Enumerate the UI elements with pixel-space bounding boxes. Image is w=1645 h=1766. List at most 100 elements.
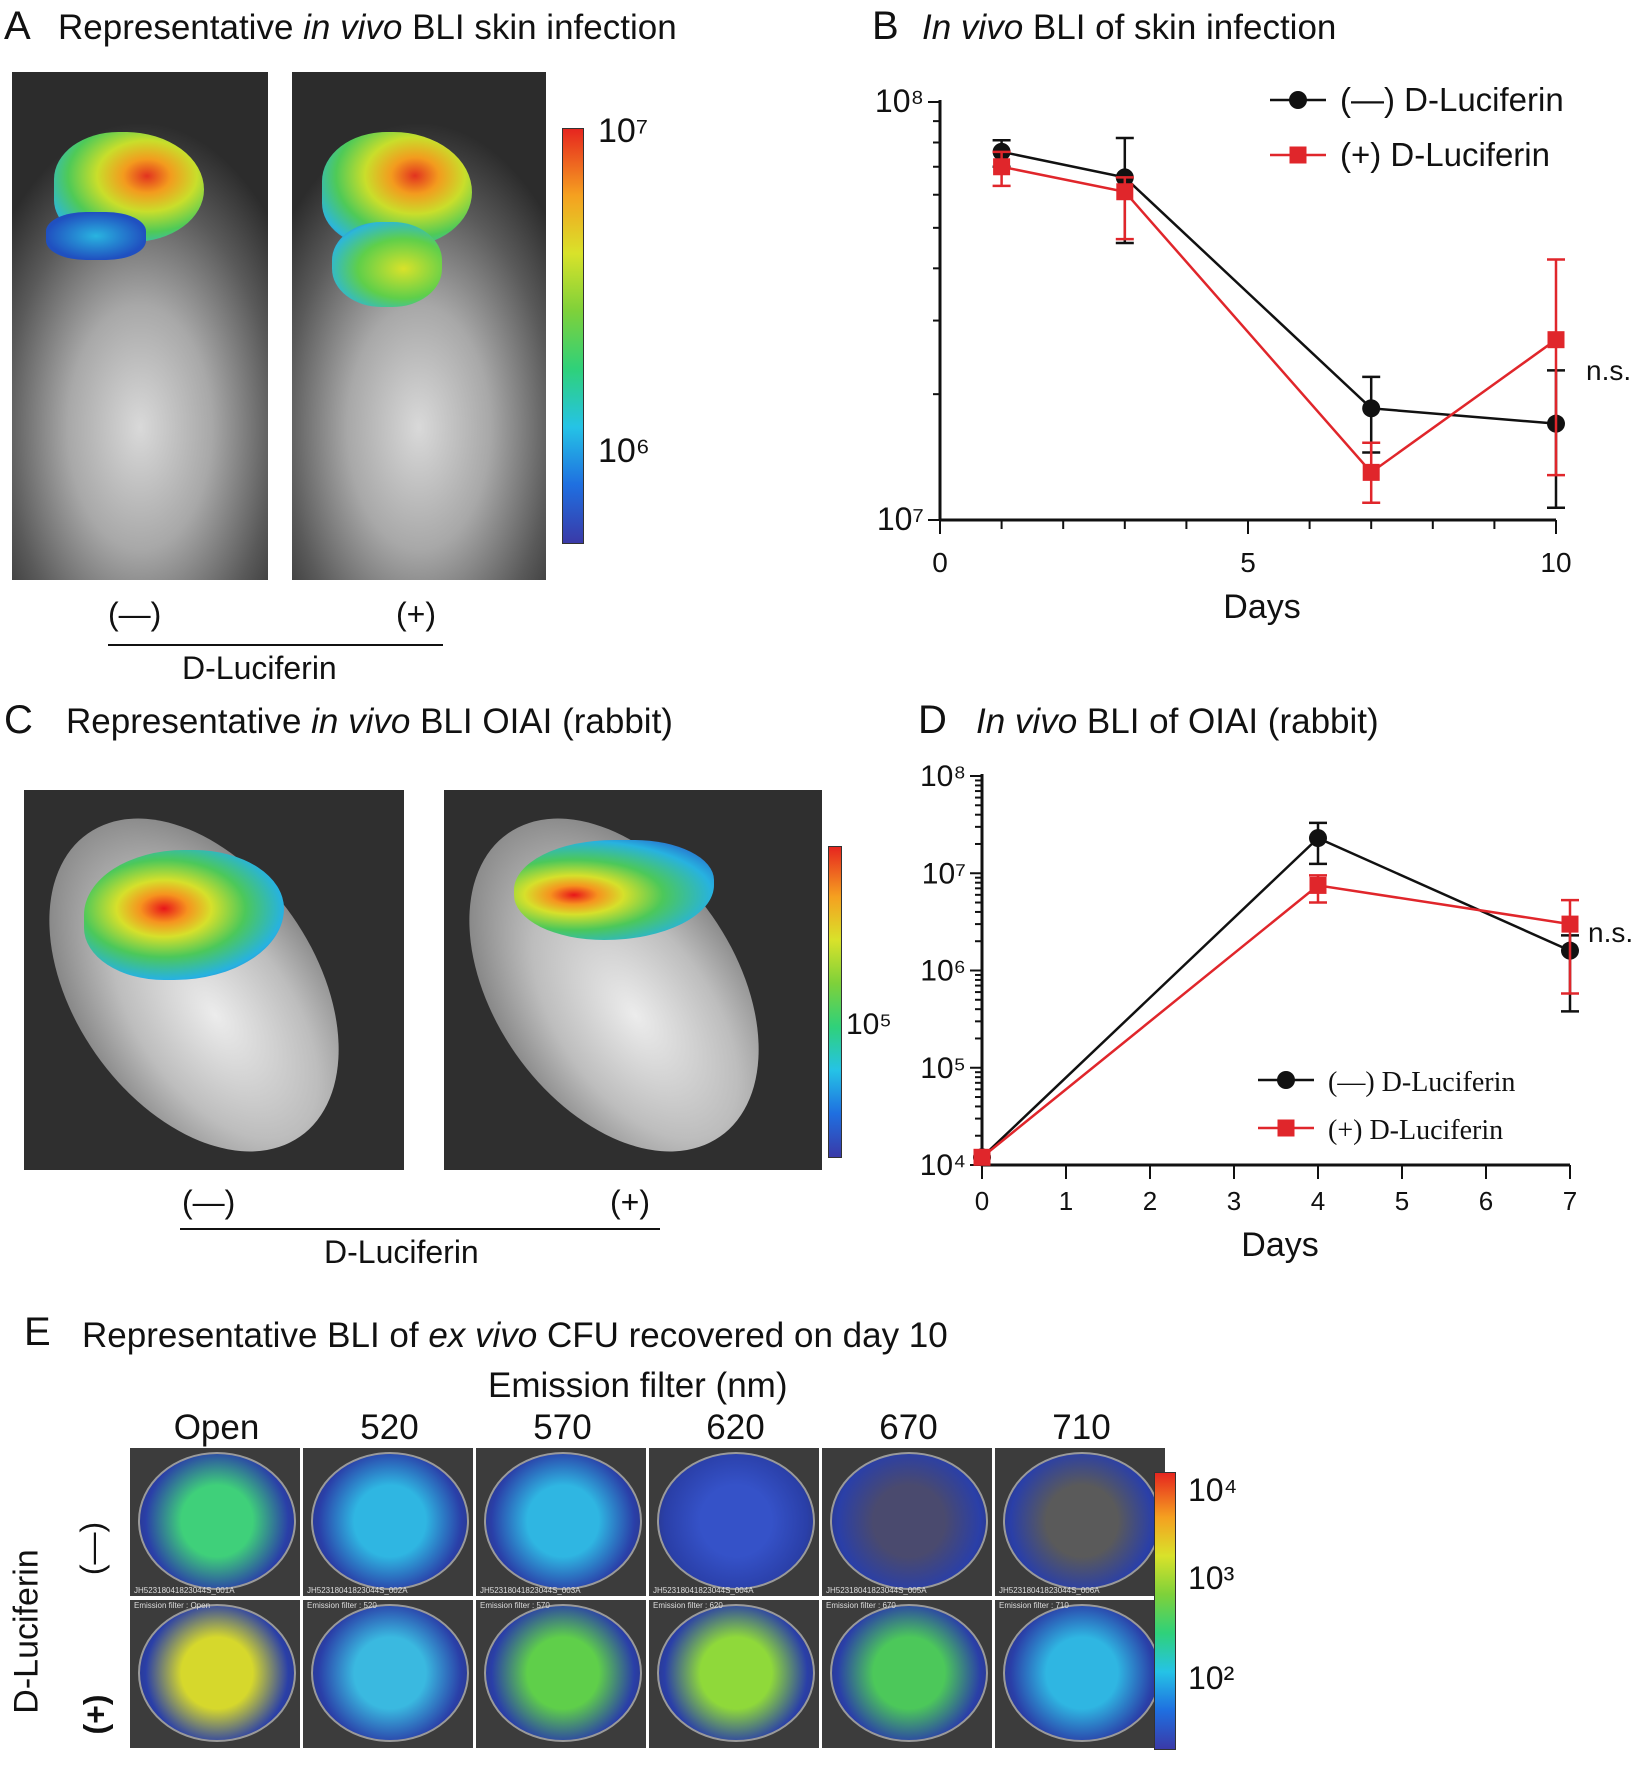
- chart-d-xtick-label: 6: [1479, 1186, 1493, 1216]
- bli-signal-minus-lower: [46, 212, 146, 260]
- group-a-plus-label: (+): [396, 596, 436, 632]
- plate-id-caption: JH52318041823044S_006A: [999, 1586, 1100, 1595]
- filter-header: 520: [360, 1408, 419, 1447]
- panel-e-title-post: CFU recovered on day 10: [537, 1316, 948, 1355]
- group-c-minus-label: (—): [182, 1184, 236, 1220]
- chart-d-annotation: n.s.: [1588, 917, 1633, 948]
- chart-b-series-1-point: [1547, 331, 1565, 349]
- chart-b-legend-1-marker: [1289, 146, 1307, 164]
- panel-b-title: In vivo BLI of skin infection: [922, 8, 1336, 48]
- plate-plus: Emission filter : 620: [649, 1600, 819, 1748]
- chart-b-xlabel: Days: [1223, 588, 1300, 626]
- rabbit-image-plus: [444, 790, 822, 1170]
- chart-d-xtick-label: 1: [1059, 1186, 1073, 1216]
- chart-d-legend-1-label: (+) D-Luciferin: [1328, 1115, 1503, 1146]
- petri-dish: [311, 1452, 469, 1590]
- panel-a-letter: A: [4, 4, 31, 48]
- colorbar-c-tick: 10⁵: [846, 1008, 892, 1041]
- filter-header: 670: [879, 1408, 938, 1447]
- plate-id-caption: JH52318041823044S_005A: [826, 1586, 927, 1595]
- row-group-label: D-Luciferin: [8, 1520, 48, 1740]
- panel-d-title-italic: In vivo: [976, 702, 1078, 741]
- chart-d-xtick-label: 7: [1563, 1186, 1577, 1216]
- plate-filter-caption: Emission filter : 670: [826, 1601, 896, 1610]
- group-a-bracket: [108, 644, 443, 646]
- petri-dish: [830, 1604, 988, 1742]
- panel-c-title-post: BLI OIAI (rabbit): [410, 702, 673, 741]
- group-a-title: D-Luciferin: [182, 650, 337, 686]
- group-c-plus-label: (+): [610, 1184, 650, 1220]
- chart-b-series-1-point: [1116, 183, 1134, 201]
- bli-signal-plus-lower: [332, 222, 442, 307]
- colorbar-e-tick-3: 10²: [1188, 1660, 1235, 1696]
- chart-b-series-1-point: [993, 158, 1011, 176]
- chart-b-xtick-label: 0: [932, 547, 948, 578]
- panel-b-title-italic: In vivo: [922, 8, 1024, 47]
- panel-a-title-pre: Representative: [58, 8, 304, 47]
- colorbar-a-tick-mid: 10⁶: [598, 432, 650, 470]
- plate-filter-caption: Emission filter : Open: [134, 1601, 211, 1610]
- chart-d-xlabel: Days: [1241, 1226, 1318, 1264]
- plate-minus: JH52318041823044S_006A: [995, 1448, 1165, 1596]
- panel-d-letter: D: [918, 698, 947, 742]
- petri-dish: [657, 1604, 815, 1742]
- petri-dish: [138, 1452, 296, 1590]
- chart-d-series-0-point: [1309, 829, 1327, 848]
- panel-e-title-italic: ex vivo: [428, 1316, 538, 1355]
- plate-minus: JH52318041823044S_001A: [130, 1448, 300, 1596]
- plate-id-caption: JH52318041823044S_003A: [480, 1586, 581, 1595]
- panel-c-letter: C: [4, 698, 33, 742]
- colorbar-a: [562, 128, 584, 544]
- panel-b-letter: B: [872, 4, 899, 48]
- chart-d-xtick-label: 4: [1311, 1186, 1325, 1216]
- chart-d-ytick-label: 10⁶: [920, 955, 966, 988]
- chart-b-series-0-point: [1362, 399, 1381, 418]
- row-group-text: D-Luciferin: [7, 1549, 46, 1714]
- chart-b-series-0-line: [1001, 150, 1557, 425]
- chart-b-annotation: n.s.: [1586, 355, 1631, 386]
- plate-plus: Emission filter : 710: [995, 1600, 1165, 1748]
- panel-e-title-pre: Representative BLI of: [82, 1316, 429, 1355]
- plate-id-caption: JH52318041823044S_002A: [307, 1586, 408, 1595]
- panel-c-title-italic: in vivo: [311, 702, 411, 741]
- group-c-title: D-Luciferin: [324, 1234, 479, 1270]
- mouse-image-plus: [292, 72, 546, 580]
- group-a-minus-label: (—): [108, 596, 162, 632]
- panel-c-title-pre: Representative: [66, 702, 312, 741]
- bli-signal-rabbit-plus: [514, 840, 714, 940]
- filter-header: Open: [173, 1408, 260, 1447]
- colorbar-c: [828, 846, 842, 1158]
- panel-a-title-italic: in vivo: [303, 8, 403, 47]
- plate-minus: JH52318041823044S_005A: [822, 1448, 992, 1596]
- panel-a-title: Representative in vivo BLI skin infectio…: [58, 8, 677, 48]
- panel-a-title-post: BLI skin infection: [402, 8, 677, 47]
- chart-d-legend-0-marker: [1277, 1071, 1295, 1089]
- emission-filter-title: Emission filter (nm): [488, 1366, 788, 1405]
- chart-d-xtick-label: 3: [1227, 1186, 1241, 1216]
- chart-d-ytick-label: 10⁸: [920, 760, 966, 793]
- chart-b-legend-0-marker: [1289, 91, 1307, 109]
- petri-dish: [657, 1452, 815, 1590]
- plate-plus: Emission filter : 570: [476, 1600, 646, 1748]
- group-c-bracket: [180, 1228, 660, 1230]
- chart-d-ytick-label: 10⁴: [920, 1149, 966, 1182]
- plate-id-caption: JH52318041823044S_001A: [134, 1586, 235, 1595]
- petri-dish: [138, 1604, 296, 1742]
- plate-id-caption: JH52318041823044S_004A: [653, 1586, 754, 1595]
- chart-d-series-1-point: [1309, 876, 1327, 894]
- chart-b-series-1-line: [1001, 165, 1557, 475]
- chart-d-series-0-line: [981, 836, 1571, 1159]
- panel-e-letter: E: [24, 1310, 51, 1354]
- chart-b-ytick-label: 10⁷: [877, 501, 924, 537]
- row-label-minus: (—): [74, 1521, 111, 1576]
- filter-header: 570: [533, 1408, 592, 1447]
- colorbar-e: [1154, 1472, 1176, 1750]
- chart-d-ytick-label: 10⁷: [922, 857, 966, 890]
- chart-d-xtick-label: 2: [1143, 1186, 1157, 1216]
- plate-plus: Emission filter : 670: [822, 1600, 992, 1748]
- petri-dish: [830, 1452, 988, 1590]
- plate-filter-caption: Emission filter : 620: [653, 1601, 723, 1610]
- row-label-plus: (+): [77, 1694, 114, 1735]
- chart-d-series-1-point: [973, 1148, 991, 1166]
